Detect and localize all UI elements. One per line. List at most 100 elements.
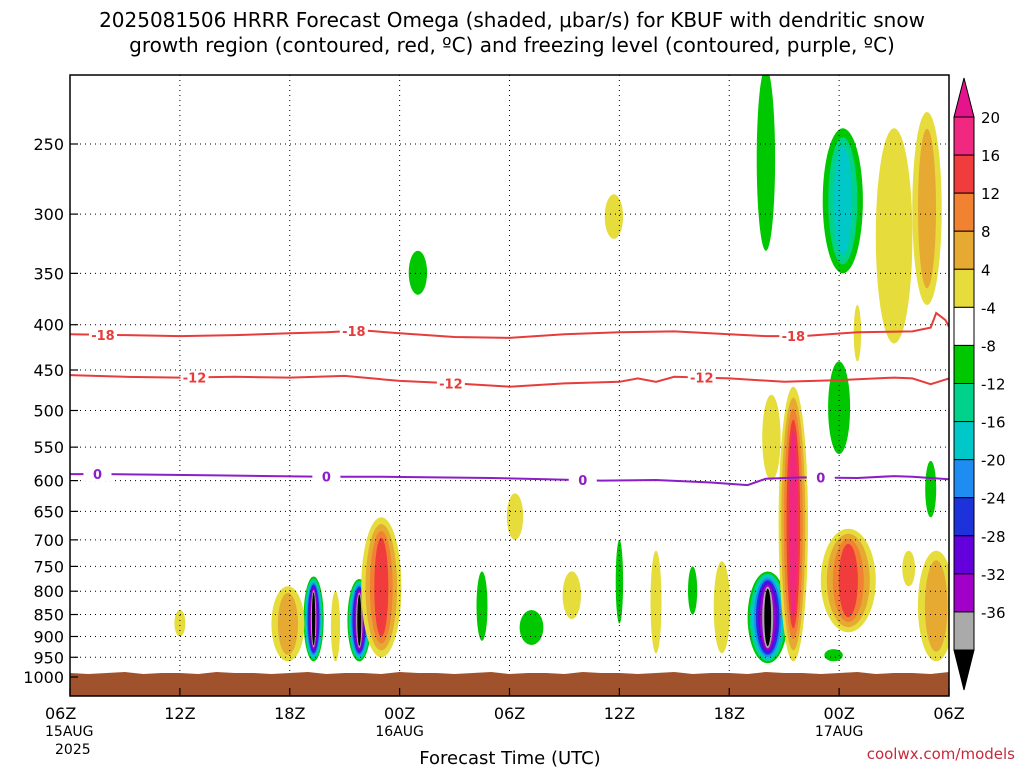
y-axis: 250 300 350 400 450 500 550 600 650 700 750 800 850 9…: [23, 135, 78, 687]
colorbar-swatch: [953, 611, 975, 651]
contour-label-bg: [806, 470, 835, 485]
omega-region: [357, 594, 362, 646]
y-tick-label: 1000: [23, 668, 64, 687]
colorbar-swatch: [953, 573, 975, 613]
contour-label-bg: [339, 323, 368, 338]
colorbar-top-arrow: [953, 77, 975, 118]
x-tick-label: 12Z: [164, 704, 195, 723]
omega-region: [650, 550, 662, 654]
omega-region: [615, 539, 624, 624]
omega-region: [828, 361, 851, 455]
colorbar-swatch: [953, 344, 975, 384]
contour-label: -18: [91, 329, 115, 344]
y-tick-label: 600: [33, 472, 64, 491]
contour-label: 0: [816, 472, 825, 487]
colorbar-swatch: [953, 268, 975, 308]
x-date-label: 17AUG: [815, 724, 864, 740]
omega-region: [562, 571, 581, 619]
contour-label-bg: [779, 329, 808, 344]
contour-line: [70, 374, 949, 388]
x-tick-label: 00Z: [384, 704, 415, 723]
x-year-label: 2025: [55, 742, 91, 758]
colorbar: 20 16 12 8 4 -4 -8 -12 -16 -20 -24 -28 -32 -36: [953, 77, 1006, 691]
colorbar-bottom-arrow: [953, 649, 975, 691]
chart-title-line-2: growth region (contoured, red, ºC) and f…: [129, 33, 895, 57]
colorbar-swatch: [953, 421, 975, 461]
x-date-label: 16AUG: [375, 724, 424, 740]
omega-region: [688, 566, 698, 615]
colorbar-swatch: [953, 383, 975, 423]
y-tick-label: 550: [33, 438, 64, 457]
omega-region: [902, 550, 916, 587]
colorbar-swatch: [953, 497, 975, 537]
x-tick-label: 00Z: [823, 704, 854, 723]
omega-region: [408, 250, 428, 295]
colorbar-label: 8: [981, 223, 991, 241]
y-tick-label: 350: [33, 264, 64, 283]
colorbar-label: -12: [981, 376, 1006, 394]
contour-label-bg: [83, 467, 112, 482]
omega-region: [925, 460, 937, 518]
colorbar-label: 12: [981, 185, 1000, 203]
contour-label-bg: [687, 370, 716, 385]
contour-label: 0: [322, 471, 331, 486]
colorbar-label: 4: [981, 261, 991, 279]
colorbar-label: -36: [981, 604, 1006, 622]
omega-region: [374, 537, 389, 637]
y-tick-label: 800: [33, 582, 64, 601]
omega-region: [476, 571, 488, 641]
omega-region: [833, 146, 852, 256]
y-tick-label: 850: [33, 606, 64, 625]
y-tick-label: 250: [33, 135, 64, 154]
colorbar-label: -16: [981, 414, 1006, 432]
omega-shading: [174, 75, 949, 664]
colorbar-label: 20: [981, 109, 1000, 127]
contour-label-bg: [180, 370, 209, 385]
chart-title-line-1: 2025081506 HRRR Forecast Omega (shaded, …: [99, 8, 925, 32]
y-tick-label: 700: [33, 531, 64, 550]
omega-region: [924, 560, 948, 652]
x-date-label: 15AUG: [45, 724, 94, 740]
omega-region: [174, 609, 186, 637]
colorbar-swatch: [953, 459, 975, 499]
colorbar-label: -4: [981, 299, 996, 317]
x-tick-label: 06Z: [494, 704, 525, 723]
y-tick-label: 300: [33, 205, 64, 224]
omega-region: [506, 493, 524, 540]
contour-label: 0: [93, 468, 102, 483]
y-tick-label: 750: [33, 557, 64, 576]
x-tick-label: 18Z: [274, 704, 305, 723]
credit-label: coolwx.com/models: [867, 745, 1015, 763]
colorbar-swatch: [953, 192, 975, 232]
omega-region: [756, 75, 776, 251]
contour-label-bg: [436, 376, 465, 391]
x-tick-label: 18Z: [714, 704, 745, 723]
x-axis-title: Forecast Time (UTC): [419, 748, 600, 768]
x-tick-label: 06Z: [45, 704, 76, 723]
contour-label-bg: [568, 473, 597, 488]
colorbar-swatch: [953, 116, 975, 156]
omega-region: [789, 430, 798, 618]
contour-label-bg: [88, 327, 117, 342]
contour-label-bg: [312, 469, 341, 484]
colorbar-label: 16: [981, 147, 1000, 165]
omega-region: [330, 591, 341, 662]
omega-region: [311, 592, 316, 646]
omega-region: [918, 128, 936, 289]
y-tick-label: 650: [33, 502, 64, 521]
contour-line: [70, 311, 949, 339]
colorbar-swatch: [953, 535, 975, 575]
omega-region: [824, 649, 843, 662]
contour-label: -12: [439, 377, 463, 392]
contour-label: 0: [578, 474, 587, 489]
colorbar-label: -24: [981, 490, 1006, 508]
omega-region: [762, 394, 781, 481]
y-tick-label: 450: [33, 361, 64, 380]
colorbar-label: -8: [981, 337, 996, 355]
omega-region: [277, 592, 298, 655]
contour-label: -12: [183, 371, 207, 386]
colorbar-label: -32: [981, 566, 1006, 584]
colorbar-swatch: [953, 230, 975, 270]
